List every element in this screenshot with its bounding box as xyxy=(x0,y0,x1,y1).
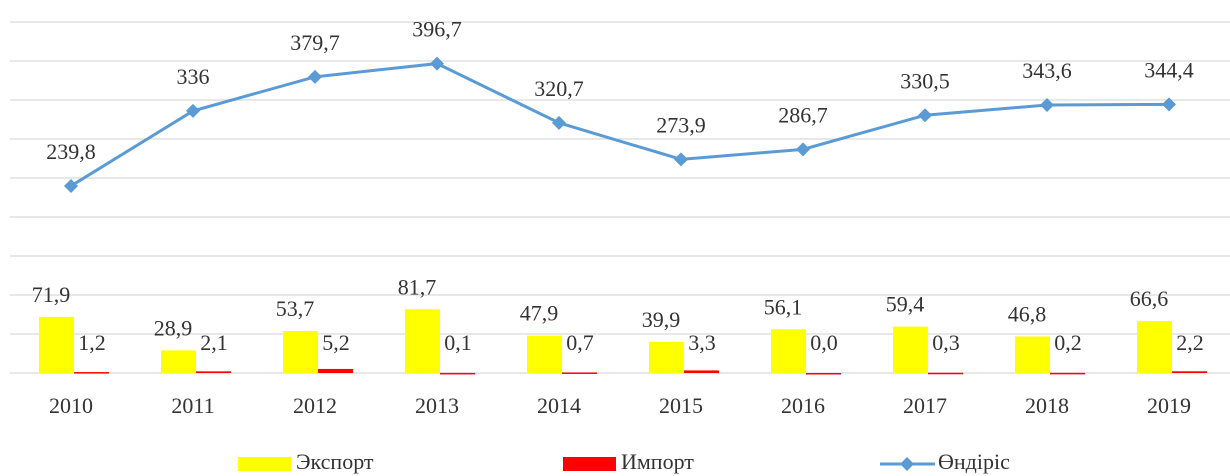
legend-swatch xyxy=(900,457,914,471)
data-label: 2,1 xyxy=(200,330,228,355)
data-label: 0,0 xyxy=(810,330,838,355)
bar xyxy=(928,372,963,375)
data-label: 379,7 xyxy=(290,30,340,55)
x-tick-label: 2019 xyxy=(1147,393,1191,418)
data-label: 53,7 xyxy=(276,296,315,321)
data-label: 344,4 xyxy=(1144,57,1194,82)
data-label: 330,5 xyxy=(900,68,950,93)
bar xyxy=(318,368,353,373)
data-label: 71,9 xyxy=(32,282,71,307)
data-label: 320,7 xyxy=(534,76,584,101)
x-tick-label: 2012 xyxy=(293,393,337,418)
bar xyxy=(39,316,74,373)
bar xyxy=(1137,321,1172,373)
x-tick-label: 2011 xyxy=(171,393,214,418)
legend-label: Өндіріс xyxy=(938,449,1010,474)
bar xyxy=(161,350,196,373)
data-label: 59,4 xyxy=(886,292,925,317)
marker xyxy=(918,108,932,123)
legend-swatch xyxy=(563,457,616,471)
bar xyxy=(283,331,318,373)
marker xyxy=(674,152,688,167)
legend-swatch xyxy=(238,457,291,471)
data-label: 1,2 xyxy=(78,330,106,355)
marker xyxy=(552,115,566,130)
bar xyxy=(440,372,475,375)
data-label: 81,7 xyxy=(398,274,437,299)
data-label: 2,2 xyxy=(1176,330,1204,355)
x-tick-label: 2017 xyxy=(903,393,947,418)
marker xyxy=(1162,97,1176,112)
data-label: 0,7 xyxy=(566,330,594,355)
data-label: 56,1 xyxy=(764,294,803,319)
bar xyxy=(806,373,841,375)
data-label: 3,3 xyxy=(688,330,716,355)
bar xyxy=(405,309,440,373)
x-tick-label: 2010 xyxy=(49,393,93,418)
bar xyxy=(649,341,684,373)
bar xyxy=(527,335,562,373)
x-tick-label: 2016 xyxy=(781,393,825,418)
bar xyxy=(196,371,231,373)
data-label: 343,6 xyxy=(1022,58,1072,83)
data-label: 0,3 xyxy=(932,330,960,355)
legend-label: Экспорт xyxy=(296,449,374,474)
data-label: 0,2 xyxy=(1054,330,1082,355)
data-label: 396,7 xyxy=(412,17,462,42)
marker xyxy=(796,142,810,157)
line xyxy=(70,62,1170,188)
data-label: 5,2 xyxy=(322,330,350,355)
data-label: 39,9 xyxy=(642,307,681,332)
marker xyxy=(64,178,78,193)
bar xyxy=(684,370,719,373)
x-tick-label: 2018 xyxy=(1025,393,1069,418)
marker xyxy=(186,103,200,118)
bar xyxy=(74,372,109,374)
bar xyxy=(562,372,597,374)
data-label: 47,9 xyxy=(520,301,559,326)
data-label: 66,6 xyxy=(1130,286,1169,311)
data-label: 336 xyxy=(177,64,210,89)
x-tick-label: 2014 xyxy=(537,393,581,418)
bar xyxy=(771,329,806,373)
x-tick-label: 2015 xyxy=(659,393,703,418)
data-label: 273,9 xyxy=(656,112,706,137)
legend-label: Импорт xyxy=(621,449,694,474)
x-tick-label: 2013 xyxy=(415,393,459,418)
data-label: 46,8 xyxy=(1008,302,1047,327)
data-label: 28,9 xyxy=(154,316,193,341)
data-label: 286,7 xyxy=(778,102,828,127)
data-label: 0,1 xyxy=(444,330,472,355)
marker xyxy=(430,56,444,71)
marker xyxy=(1040,97,1054,112)
bar xyxy=(1172,371,1207,373)
marker xyxy=(308,69,322,84)
bar xyxy=(1050,372,1085,375)
bar xyxy=(893,326,928,373)
bar xyxy=(1015,336,1050,373)
data-label: 239,8 xyxy=(46,139,96,164)
